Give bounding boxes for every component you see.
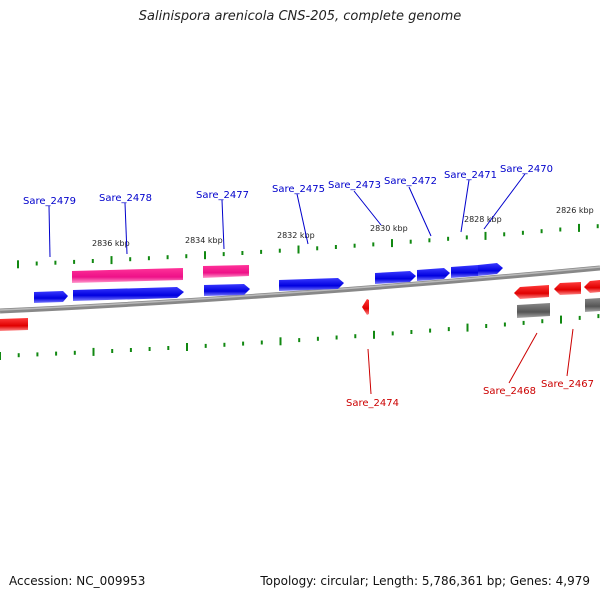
reverse-gene-labels	[367, 328, 574, 395]
gene-label-forward[interactable]: Sare_2477	[196, 190, 249, 201]
pseudogene-feature	[517, 303, 550, 318]
ruler-label-2828: 2828 kbp	[464, 215, 502, 224]
gene-arrow-forward	[417, 268, 450, 281]
gene-label-forward[interactable]: Sare_2472	[384, 176, 437, 187]
gene-label-reverse[interactable]: Sare_2467	[541, 379, 594, 390]
gene-label-forward[interactable]: Sare_2479	[23, 196, 76, 207]
gene-arrow-reverse	[514, 285, 549, 299]
gene-label-forward[interactable]: Sare_2475	[272, 184, 325, 195]
ruler-ticks-bottom	[0, 314, 600, 360]
gene-label-reverse[interactable]: Sare_2474	[346, 398, 399, 409]
gene-label-forward[interactable]: Sare_2470	[500, 164, 553, 175]
gene-arrow-forward	[279, 278, 344, 291]
ruler-label-2832: 2832 kbp	[277, 231, 315, 240]
gene-arrow-reverse	[362, 299, 369, 315]
rna-feature	[72, 268, 183, 283]
gene-label-forward[interactable]: Sare_2473	[328, 180, 381, 191]
genome-title: Salinispora arenicola CNS-205, complete …	[138, 9, 462, 24]
rna-feature	[203, 265, 249, 278]
accession-text: Accession: NC_009953	[9, 574, 146, 588]
forward-gene-labels	[48, 173, 526, 258]
gene-arrow-forward	[375, 271, 416, 284]
ruler-label-2836: 2836 kbp	[92, 239, 130, 248]
gene-arrow-forward	[478, 263, 503, 276]
gene-arrow-forward	[73, 287, 184, 301]
gene-arrow-forward	[451, 265, 483, 278]
gene-arrow-forward	[34, 291, 68, 303]
genome-backbone	[0, 265, 600, 314]
ruler-ticks-top	[17, 223, 599, 269]
gene-arrow-reverse	[0, 318, 28, 331]
gene-arrow-reverse	[554, 282, 581, 295]
ruler-label-2830: 2830 kbp	[370, 224, 408, 233]
gene-arrow-reverse	[584, 280, 600, 293]
genome-summary-text: Topology: circular; Length: 5,786,361 bp…	[260, 574, 590, 588]
gene-label-forward[interactable]: Sare_2478	[99, 193, 152, 204]
gene-arrow-forward	[204, 284, 250, 296]
gene-label-forward[interactable]: Sare_2471	[444, 170, 497, 181]
gene-label-reverse[interactable]: Sare_2468	[483, 386, 536, 397]
ruler-label-2826: 2826 kbp	[556, 206, 594, 215]
ruler-label-2834: 2834 kbp	[185, 236, 223, 245]
pseudogene-feature	[585, 298, 600, 312]
